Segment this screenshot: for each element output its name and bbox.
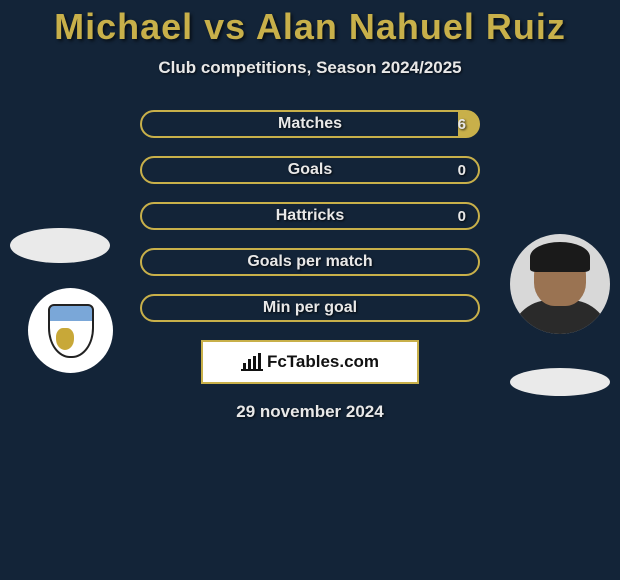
club-shield-icon — [48, 304, 94, 358]
stat-bar: Goals per match — [140, 248, 480, 276]
stat-bar: Hattricks 0 — [140, 202, 480, 230]
stat-value-right: 0 — [458, 162, 466, 179]
stat-label: Goals — [288, 161, 332, 179]
stat-label: Goals per match — [247, 253, 372, 271]
stat-bar: Matches 6 — [140, 110, 480, 138]
stat-label: Min per goal — [263, 299, 357, 317]
page-subtitle: Club competitions, Season 2024/2025 — [0, 58, 620, 78]
stat-label: Hattricks — [276, 207, 344, 225]
stat-row-goals: Goals 0 — [0, 156, 620, 184]
stat-label: Matches — [278, 115, 342, 133]
stat-value-right: 6 — [458, 116, 466, 133]
right-player-club-ellipse — [510, 368, 610, 396]
stat-value-right: 0 — [458, 208, 466, 225]
stat-row-matches: Matches 6 — [0, 110, 620, 138]
comparison-date: 29 november 2024 — [0, 402, 620, 422]
bar-chart-icon — [241, 353, 263, 371]
stats-area: Matches 6 Goals 0 Hattricks 0 Goals per … — [0, 110, 620, 422]
brand-text: FcTables.com — [267, 352, 379, 372]
page-title: Michael vs Alan Nahuel Ruiz — [0, 0, 620, 48]
left-player-avatar-ellipse — [10, 228, 110, 263]
right-player-avatar — [510, 234, 610, 334]
left-player-club-badge — [28, 288, 113, 373]
stat-row-hattricks: Hattricks 0 — [0, 202, 620, 230]
brand-box[interactable]: FcTables.com — [201, 340, 419, 384]
stat-bar: Goals 0 — [140, 156, 480, 184]
stat-bar: Min per goal — [140, 294, 480, 322]
